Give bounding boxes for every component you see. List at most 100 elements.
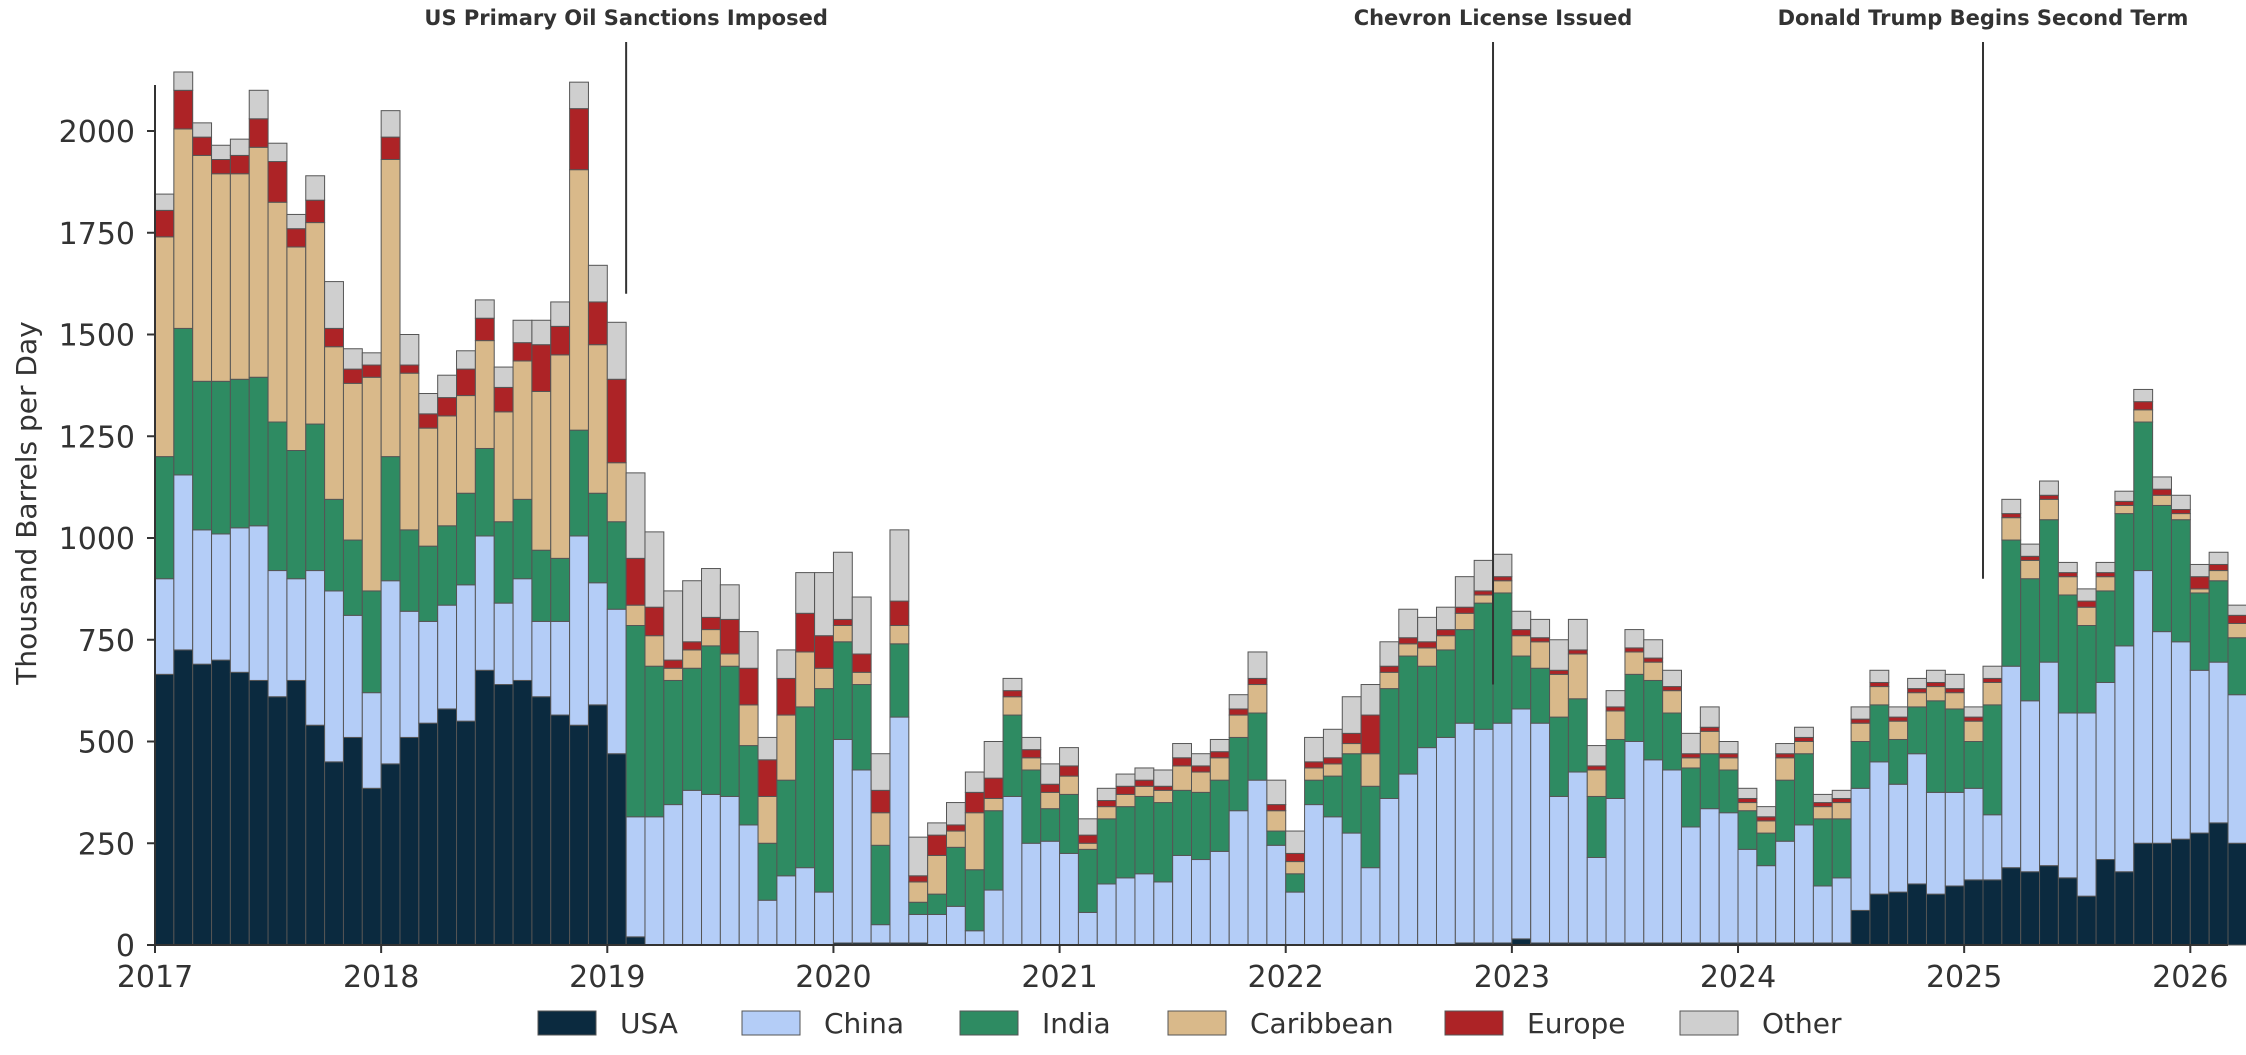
bar-segment-china — [324, 590, 344, 763]
x-tick-label: 2017 — [117, 960, 193, 995]
x-tick-label: 2022 — [1248, 960, 1324, 995]
bar-segment-other — [418, 393, 439, 415]
bar-segment-caribbean — [2227, 622, 2246, 639]
bar-segment-other — [1360, 684, 1381, 716]
bar-segment-china — [2095, 681, 2116, 861]
bar-segment-india — [1191, 791, 1211, 861]
y-tick-label: 2000 — [59, 115, 135, 150]
bar-segment-china — [814, 891, 834, 946]
bar-segment-other — [550, 301, 571, 327]
bar-segment-europe — [154, 209, 175, 238]
bar-segment-europe — [1737, 797, 1758, 804]
bar-segment-usa — [1907, 883, 1927, 946]
bar-segment-caribbean — [1643, 661, 1664, 681]
bar-segment-europe — [644, 606, 665, 637]
bar-segment-europe — [474, 317, 495, 342]
bar-segment-china — [1153, 881, 1174, 946]
bar-segment-other — [2001, 498, 2022, 515]
bar-segment-caribbean — [1153, 789, 1174, 804]
bar-segment-china — [2189, 669, 2210, 834]
bar-segment-other — [2227, 604, 2246, 616]
bar-segment-other — [1247, 651, 1268, 679]
bar-segment-caribbean — [248, 146, 269, 378]
bar-segment-europe — [2020, 555, 2041, 561]
bar-segment-china — [1398, 773, 1419, 946]
bar-segment-usa — [512, 679, 533, 946]
bar-segment-caribbean — [418, 427, 439, 547]
bar-segment-europe — [1530, 637, 1551, 643]
bar-segment-other — [1662, 669, 1682, 688]
bar-segment-china — [1492, 722, 1513, 944]
bar-segment-india — [1662, 712, 1682, 771]
legend-swatch-india — [959, 1010, 1019, 1036]
bar-segment-europe — [2114, 500, 2135, 506]
bar-segment-europe — [512, 342, 533, 362]
bar-segment-caribbean — [1756, 820, 1777, 834]
bar-segment-china — [1228, 810, 1249, 946]
bar-segment-europe — [1172, 757, 1193, 767]
bar-segment-china — [1322, 816, 1343, 946]
bar-segment-europe — [776, 677, 797, 716]
bar-segment-india — [644, 665, 665, 818]
bar-segment-caribbean — [964, 812, 985, 871]
bar-segment-other — [1737, 787, 1758, 799]
x-tick-label: 2023 — [1474, 960, 1550, 995]
bar-segment-india — [2001, 539, 2022, 667]
bar-segment-china — [795, 867, 816, 946]
legend-label-other: Other — [1762, 1007, 1842, 1040]
bar-segment-caribbean — [738, 704, 759, 747]
bar-segment-caribbean — [1699, 730, 1720, 755]
bar-segment-other — [1907, 677, 1927, 690]
bar-segment-europe — [946, 824, 966, 832]
bar-segment-usa — [154, 673, 175, 946]
bar-segment-india — [983, 810, 1004, 891]
bar-segment-europe — [757, 759, 778, 797]
bar-segment-india — [418, 545, 439, 622]
bar-segment-other — [2133, 388, 2154, 403]
bar-segment-other — [2170, 494, 2191, 511]
bar-segment-india — [437, 525, 458, 606]
bar-segment-india — [2170, 519, 2191, 643]
y-tick-label: 0 — [116, 929, 135, 964]
bar-segment-other — [2208, 551, 2229, 565]
bar-segment-other — [512, 319, 533, 344]
bar-segment-india — [1643, 679, 1664, 761]
bar-segment-usa — [2076, 895, 2097, 946]
bar-segment-india — [1115, 806, 1136, 879]
bar-segment-other — [1228, 694, 1249, 710]
bar-segment-china — [1982, 814, 2003, 881]
bar-segment-other — [1435, 606, 1456, 631]
bar-segment-india — [889, 643, 910, 718]
bar-segment-china — [493, 602, 514, 686]
bar-segment-china — [569, 535, 589, 726]
bar-segment-europe — [1304, 761, 1324, 769]
bar-segment-other — [795, 572, 816, 614]
bar-segment-caribbean — [1115, 793, 1136, 808]
bar-segment-india — [1285, 873, 1306, 893]
bar-segment-china — [1888, 783, 1909, 893]
annotation-label: US Primary Oil Sanctions Imposed — [424, 6, 827, 30]
bar-segment-india — [192, 380, 213, 531]
bar-segment-other — [1134, 767, 1155, 781]
bar-segment-china — [399, 610, 420, 738]
bar-segment-other — [1040, 763, 1061, 785]
bar-segment-other — [474, 299, 495, 319]
bar-segment-india — [1624, 673, 1645, 742]
bar-segment-india — [908, 901, 929, 915]
bar-segment-other — [1153, 769, 1174, 787]
bar-segment-caribbean — [587, 344, 608, 494]
bar-segment-caribbean — [757, 795, 778, 844]
bar-segment-caribbean — [1247, 684, 1268, 714]
bar-segment-other — [2039, 480, 2059, 496]
bar-segment-china — [1191, 859, 1211, 946]
bar-segment-caribbean — [1549, 673, 1569, 718]
bar-segment-china — [1247, 779, 1268, 946]
bar-segment-other — [2152, 476, 2172, 490]
legend-swatch-europe — [1444, 1010, 1504, 1036]
bar-segment-china — [342, 614, 363, 738]
bar-segment-other — [701, 568, 721, 618]
bar-segment-india — [512, 498, 533, 580]
legend: USA China India Caribbean Europe Other — [537, 1007, 1842, 1040]
bar-segment-europe — [1643, 657, 1664, 663]
